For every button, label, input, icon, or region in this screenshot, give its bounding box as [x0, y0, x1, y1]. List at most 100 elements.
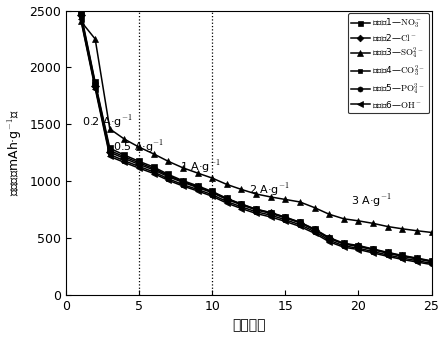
实施例6—$\mathrm{OH^-}$ [239, 207, 244, 211]
实施例5—$\mathrm{PO_4^{3-}}$ [327, 236, 332, 240]
实施例6—$\mathrm{OH^-}$ [327, 240, 332, 244]
实施例4—$\mathrm{CO_3^{2-}}$ [327, 238, 332, 242]
实施例1—$\mathrm{NO_3^-}$ [370, 247, 376, 251]
实施例2—$\mathrm{Cl^-}$ [78, 13, 83, 17]
实施例3—$\mathrm{SO_4^{2-}}$ [224, 183, 230, 187]
Line: 实施例1—$\mathrm{NO_3^-}$: 实施例1—$\mathrm{NO_3^-}$ [78, 9, 434, 264]
实施例5—$\mathrm{PO_4^{3-}}$ [78, 11, 83, 16]
实施例6—$\mathrm{OH^-}$ [107, 154, 113, 159]
Text: 2 A·g$^{-1}$: 2 A·g$^{-1}$ [249, 181, 290, 197]
实施例3—$\mathrm{SO_4^{2-}}$ [78, 19, 83, 23]
实施例1—$\mathrm{NO_3^-}$ [239, 202, 244, 206]
实施例6—$\mathrm{OH^-}$ [195, 189, 200, 193]
实施例6—$\mathrm{OH^-}$ [93, 87, 98, 91]
实施例2—$\mathrm{Cl^-}$ [210, 191, 215, 195]
Text: 0.2 A·g$^{-1}$: 0.2 A·g$^{-1}$ [82, 114, 133, 130]
实施例6—$\mathrm{OH^-}$ [297, 224, 303, 228]
实施例4—$\mathrm{CO_3^{2-}}$ [210, 193, 215, 197]
实施例1—$\mathrm{NO_3^-}$ [166, 172, 171, 176]
Text: 1 A·g$^{-1}$: 1 A·g$^{-1}$ [180, 158, 221, 175]
实施例1—$\mathrm{NO_3^-}$ [429, 259, 434, 263]
实施例3—$\mathrm{SO_4^{2-}}$ [93, 37, 98, 41]
实施例3—$\mathrm{SO_4^{2-}}$ [283, 197, 288, 201]
实施例4—$\mathrm{CO_3^{2-}}$ [341, 244, 347, 248]
实施例6—$\mathrm{OH^-}$ [312, 231, 317, 235]
实施例1—$\mathrm{NO_3^-}$ [224, 196, 230, 200]
实施例5—$\mathrm{PO_4^{3-}}$ [136, 161, 142, 165]
实施例3—$\mathrm{SO_4^{2-}}$ [195, 171, 200, 175]
实施例5—$\mathrm{PO_4^{3-}}$ [239, 202, 244, 206]
实施例1—$\mathrm{NO_3^-}$ [107, 146, 113, 150]
实施例4—$\mathrm{CO_3^{2-}}$ [180, 183, 186, 187]
实施例1—$\mathrm{NO_3^-}$ [136, 159, 142, 163]
实施例5—$\mathrm{PO_4^{3-}}$ [166, 173, 171, 177]
实施例4—$\mathrm{CO_3^{2-}}$ [312, 230, 317, 234]
实施例5—$\mathrm{PO_4^{3-}}$ [312, 227, 317, 232]
Line: 实施例5—$\mathrm{PO_4^{3-}}$: 实施例5—$\mathrm{PO_4^{3-}}$ [78, 10, 434, 264]
Line: 实施例6—$\mathrm{OH^-}$: 实施例6—$\mathrm{OH^-}$ [77, 16, 435, 268]
实施例5—$\mathrm{PO_4^{3-}}$ [429, 259, 434, 263]
实施例6—$\mathrm{OH^-}$ [400, 257, 405, 261]
实施例4—$\mathrm{CO_3^{2-}}$ [356, 246, 361, 250]
实施例6—$\mathrm{OH^-}$ [122, 161, 127, 165]
实施例3—$\mathrm{SO_4^{2-}}$ [180, 166, 186, 170]
实施例6—$\mathrm{OH^-}$ [429, 263, 434, 267]
Text: 0.5 A·g$^{-1}$: 0.5 A·g$^{-1}$ [113, 138, 164, 155]
实施例1—$\mathrm{NO_3^-}$ [400, 254, 405, 258]
实施例6—$\mathrm{OH^-}$ [414, 260, 420, 264]
实施例4—$\mathrm{CO_3^{2-}}$ [400, 256, 405, 260]
实施例5—$\mathrm{PO_4^{3-}}$ [224, 197, 230, 201]
实施例3—$\mathrm{SO_4^{2-}}$ [239, 187, 244, 191]
实施例2—$\mathrm{Cl^-}$ [385, 251, 390, 255]
实施例1—$\mathrm{NO_3^-}$ [180, 179, 186, 183]
X-axis label: 循环圈数: 循环圈数 [232, 318, 266, 333]
实施例4—$\mathrm{CO_3^{2-}}$ [224, 199, 230, 203]
实施例2—$\mathrm{Cl^-}$ [429, 260, 434, 264]
Line: 实施例4—$\mathrm{CO_3^{2-}}$: 实施例4—$\mathrm{CO_3^{2-}}$ [78, 15, 434, 266]
实施例2—$\mathrm{Cl^-}$ [327, 236, 332, 240]
Line: 实施例2—$\mathrm{Cl^-}$: 实施例2—$\mathrm{Cl^-}$ [78, 13, 434, 264]
实施例3—$\mathrm{SO_4^{2-}}$ [356, 219, 361, 223]
实施例2—$\mathrm{Cl^-}$ [268, 211, 273, 215]
实施例4—$\mathrm{CO_3^{2-}}$ [107, 152, 113, 156]
实施例3—$\mathrm{SO_4^{2-}}$ [341, 217, 347, 221]
实施例2—$\mathrm{Cl^-}$ [195, 186, 200, 190]
Line: 实施例3—$\mathrm{SO_4^{2-}}$: 实施例3—$\mathrm{SO_4^{2-}}$ [77, 17, 435, 236]
实施例3—$\mathrm{SO_4^{2-}}$ [429, 231, 434, 235]
实施例2—$\mathrm{Cl^-}$ [356, 244, 361, 248]
实施例3—$\mathrm{SO_4^{2-}}$ [370, 221, 376, 225]
实施例6—$\mathrm{OH^-}$ [356, 247, 361, 251]
实施例4—$\mathrm{CO_3^{2-}}$ [122, 159, 127, 163]
实施例4—$\mathrm{CO_3^{2-}}$ [136, 164, 142, 168]
实施例6—$\mathrm{OH^-}$ [341, 245, 347, 249]
实施例4—$\mathrm{CO_3^{2-}}$ [151, 170, 156, 174]
实施例6—$\mathrm{OH^-}$ [253, 211, 259, 215]
实施例2—$\mathrm{Cl^-}$ [341, 242, 347, 246]
Legend: 实施例1—$\mathrm{NO_3^-}$, 实施例2—$\mathrm{Cl^-}$, 实施例3—$\mathrm{SO_4^{2-}}$, 实施例4—$\: 实施例1—$\mathrm{NO_3^-}$, 实施例2—$\mathrm{Cl… [348, 13, 429, 113]
实施例1—$\mathrm{NO_3^-}$ [414, 256, 420, 260]
实施例3—$\mathrm{SO_4^{2-}}$ [107, 127, 113, 131]
实施例4—$\mathrm{CO_3^{2-}}$ [93, 85, 98, 89]
实施例1—$\mathrm{NO_3^-}$ [268, 211, 273, 215]
实施例6—$\mathrm{OH^-}$ [166, 178, 171, 183]
实施例4—$\mathrm{CO_3^{2-}}$ [166, 177, 171, 181]
实施例3—$\mathrm{SO_4^{2-}}$ [253, 192, 259, 196]
实施例4—$\mathrm{CO_3^{2-}}$ [253, 210, 259, 214]
实施例2—$\mathrm{Cl^-}$ [107, 150, 113, 154]
实施例2—$\mathrm{Cl^-}$ [370, 248, 376, 252]
实施例4—$\mathrm{CO_3^{2-}}$ [283, 218, 288, 222]
实施例3—$\mathrm{SO_4^{2-}}$ [166, 159, 171, 163]
实施例2—$\mathrm{Cl^-}$ [400, 254, 405, 258]
实施例3—$\mathrm{SO_4^{2-}}$ [297, 200, 303, 204]
实施例2—$\mathrm{Cl^-}$ [283, 216, 288, 220]
实施例3—$\mathrm{SO_4^{2-}}$ [327, 212, 332, 216]
实施例6—$\mathrm{OH^-}$ [224, 201, 230, 205]
实施例6—$\mathrm{OH^-}$ [268, 215, 273, 219]
实施例5—$\mathrm{PO_4^{3-}}$ [180, 179, 186, 184]
实施例1—$\mathrm{NO_3^-}$ [385, 250, 390, 255]
实施例4—$\mathrm{CO_3^{2-}}$ [429, 261, 434, 265]
实施例4—$\mathrm{CO_3^{2-}}$ [268, 213, 273, 217]
实施例4—$\mathrm{CO_3^{2-}}$ [297, 223, 303, 227]
实施例1—$\mathrm{NO_3^-}$ [356, 243, 361, 247]
实施例2—$\mathrm{Cl^-}$ [136, 162, 142, 166]
